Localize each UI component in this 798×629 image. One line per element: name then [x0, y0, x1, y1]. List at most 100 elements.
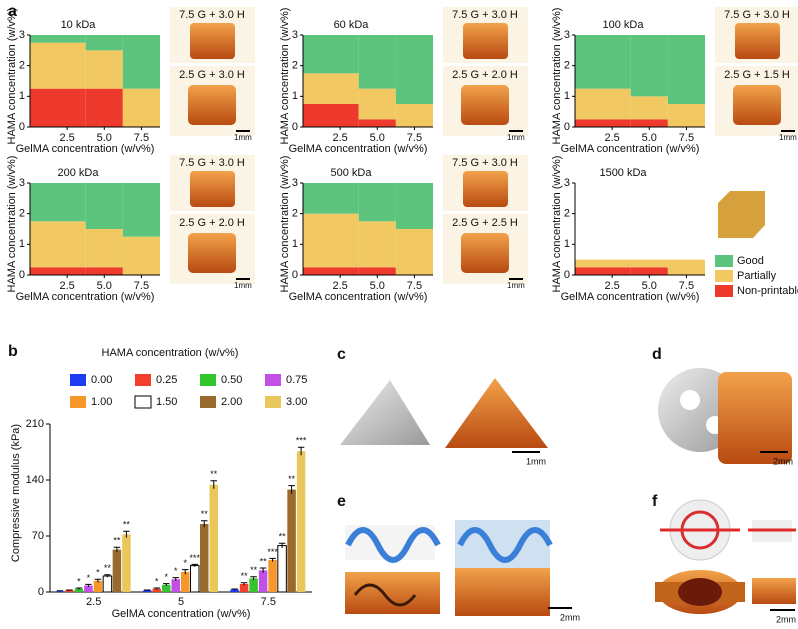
error-bar	[66, 589, 73, 591]
x-tick-label: 7.5	[679, 280, 694, 292]
error-bar	[85, 583, 92, 587]
map-region	[85, 229, 123, 268]
map-region	[30, 267, 86, 275]
map-region	[85, 35, 123, 51]
error-bar	[172, 577, 179, 581]
bar	[122, 534, 131, 592]
chart-title: 10 kDa	[61, 19, 97, 31]
scale-label: 1mm	[526, 456, 546, 466]
bar	[296, 451, 306, 592]
significance: **	[250, 565, 258, 575]
map-region	[358, 267, 396, 275]
significance: **	[210, 469, 218, 479]
gel-cube	[733, 85, 781, 125]
gel-cube	[463, 23, 508, 59]
photo-label: 7.5 G + 3.0 H	[452, 9, 518, 21]
photo-label: 2.5 G + 1.5 H	[724, 69, 790, 81]
legend-swatch	[715, 270, 733, 282]
map-region	[667, 35, 705, 104]
bar	[287, 489, 296, 592]
x-tick-label: 5.0	[370, 280, 385, 292]
map-region	[30, 221, 86, 268]
error-bar	[240, 582, 248, 586]
gel-cube	[190, 23, 235, 59]
error-bar	[210, 480, 217, 489]
y-tick-label: 210	[26, 418, 44, 430]
error-bar	[56, 590, 64, 592]
map-region	[395, 229, 433, 275]
map-region	[85, 50, 123, 89]
significance: **	[241, 571, 249, 581]
gel-cube	[190, 171, 235, 207]
map-region	[358, 119, 396, 127]
legend-label: 0.25	[156, 374, 177, 386]
gyroid-print	[718, 372, 792, 464]
x-tick-label: 5.0	[97, 132, 112, 144]
y-tick-label: 140	[26, 474, 44, 486]
map-region	[575, 259, 631, 268]
significance: *	[174, 566, 178, 576]
channel-lumen	[353, 583, 417, 607]
legend-swatch	[70, 396, 86, 408]
bar	[84, 585, 93, 592]
map-region	[85, 88, 123, 127]
cube	[718, 191, 765, 238]
photo-label: 2.5 G + 2.5 H	[452, 217, 518, 229]
map-region	[303, 267, 359, 275]
legend-swatch	[715, 255, 733, 267]
significance: **	[113, 536, 121, 546]
legend-label: 1.00	[91, 396, 112, 408]
panel-label: d	[652, 346, 662, 363]
y-axis-label: HAMA concentration (w/v%)	[551, 8, 563, 145]
map-region	[630, 267, 668, 275]
y-tick-label: 0	[564, 121, 570, 133]
map-region	[575, 35, 631, 89]
vessel-ring	[680, 510, 720, 550]
error-bar	[104, 574, 111, 578]
legend-swatch	[134, 395, 152, 409]
y-tick-label: 2	[564, 60, 570, 72]
error-bar	[153, 587, 160, 590]
error-bar	[75, 587, 83, 590]
error-bar	[94, 578, 102, 583]
map-region	[30, 35, 86, 43]
error-bar	[250, 576, 257, 580]
y-axis-label: HAMA concentration (w/v%)	[6, 8, 18, 145]
y-axis-label: Compressive modulus (kPa)	[10, 424, 22, 562]
map-region	[358, 221, 396, 268]
y-tick-label: 1	[292, 90, 298, 102]
legend-title: HAMA concentration (w/v%)	[102, 347, 239, 359]
map-region	[395, 183, 433, 229]
bar	[258, 570, 268, 592]
error-bar	[191, 563, 198, 567]
significance: **	[260, 556, 268, 566]
x-tick-label: 7.5	[261, 596, 276, 608]
bar	[74, 588, 84, 592]
scale-label: 1mm	[234, 133, 252, 142]
vessel-lumen	[678, 578, 722, 606]
error-bar	[113, 546, 121, 552]
bar	[143, 590, 152, 592]
map-region	[667, 259, 705, 275]
chart-title: 60 kDa	[334, 19, 370, 31]
x-axis-label: GelMA concentration (w/v%)	[289, 143, 428, 155]
y-tick-label: 1	[292, 238, 298, 250]
channel-print-3d	[455, 568, 550, 616]
channel-path	[457, 527, 553, 563]
x-tick-label: 7.5	[679, 132, 694, 144]
y-axis-label: HAMA concentration (w/v%)	[6, 156, 18, 293]
x-tick-label: 2.5	[59, 280, 74, 292]
legend-label: 0.50	[221, 374, 242, 386]
significance: *	[77, 576, 81, 586]
y-tick-label: 0	[292, 121, 298, 133]
legend-label: Non-printable	[737, 285, 798, 297]
legend-label: 0.75	[286, 374, 307, 386]
photo-label: 7.5 G + 3.0 H	[724, 9, 790, 21]
panel-label: e	[337, 493, 346, 510]
x-tick-label: 2.5	[59, 132, 74, 144]
panel-label: a	[8, 3, 17, 20]
panel-label: c	[337, 346, 346, 363]
map-region	[358, 183, 396, 222]
legend-swatch	[70, 374, 86, 386]
x-tick-label: 7.5	[134, 132, 149, 144]
